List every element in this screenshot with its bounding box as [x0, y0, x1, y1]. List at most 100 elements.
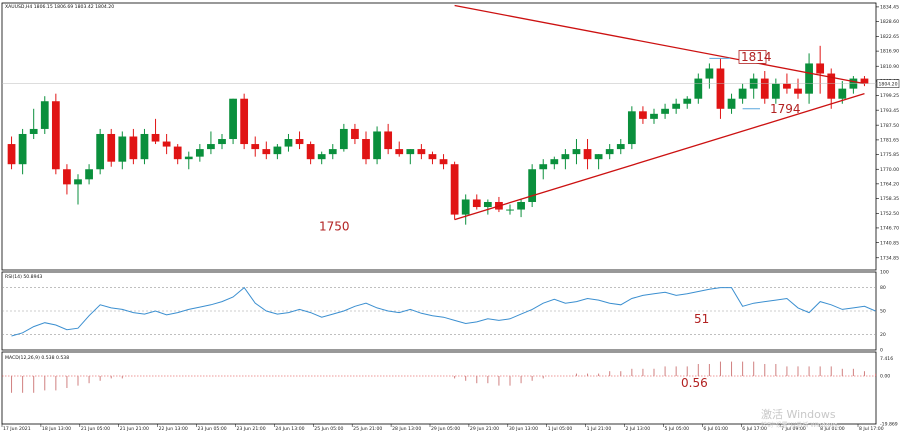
chart-header: XAUUSD,H4 1806.15 1806.69 1803.42 1804.2… [5, 4, 114, 10]
candle-body [107, 133, 116, 162]
candle-body [184, 156, 193, 160]
candle-body [218, 139, 226, 145]
candle-body [151, 133, 160, 142]
candle-body [18, 133, 27, 165]
candle-body [85, 169, 93, 180]
watermark-line-1: 激活 Windows [761, 407, 836, 421]
candle-body [616, 144, 625, 150]
candle-body [483, 201, 492, 208]
candle-body [550, 159, 559, 165]
price-tick-label: 1734.85 [880, 255, 899, 261]
candle-body [229, 98, 237, 140]
price-tick-label: 1799.25 [880, 93, 899, 99]
time-tick-label: 6 Jul 01:00 [703, 426, 728, 432]
candle-body [317, 154, 326, 160]
low-label: 1750 [319, 220, 350, 234]
candle-body [672, 103, 681, 109]
candle-body [705, 68, 714, 79]
rsi-tick-label: 100 [880, 270, 889, 276]
candle-body [339, 128, 348, 150]
rsi-panel[interactable]: 100 80 50 20 0 51 [1, 270, 889, 354]
candle-body [805, 63, 813, 94]
candle-body [506, 209, 514, 211]
price-tick-label: 1752.50 [880, 211, 899, 217]
candle-body [395, 149, 404, 155]
candle-body [816, 63, 825, 74]
candle-body [384, 131, 393, 150]
candle-body [683, 98, 692, 104]
candle-body [195, 149, 204, 157]
candle-body [328, 149, 337, 155]
price-tick-label: 1822.65 [880, 34, 899, 40]
candle-body [639, 111, 647, 119]
rsi-header: RSI(14) 50.8943 [5, 274, 42, 280]
candle-body [650, 113, 658, 119]
channel-lower-line [454, 93, 865, 221]
price-tick-label: 1746.70 [880, 226, 899, 232]
candle-body [694, 78, 703, 99]
candle-body [860, 78, 869, 84]
candle-body [373, 131, 381, 160]
candle-body [661, 108, 669, 114]
candle-body [262, 149, 271, 155]
candle-body [406, 149, 415, 155]
price-tick-label: 1770.00 [880, 167, 899, 173]
candle-body [472, 199, 481, 208]
time-tick-label: 23 Jun 21:00 [236, 426, 265, 432]
time-tick-label: 17 Jun 2021 [3, 426, 31, 432]
candle-body [517, 201, 525, 210]
price-tick-label: 1834.45 [880, 5, 899, 11]
time-tick-label: 1 Jul 05:00 [548, 426, 573, 432]
time-tick-label: 25 Jun 21:00 [353, 426, 382, 432]
macd-panel-frame [1, 351, 877, 425]
price-tick-label: 1781.65 [880, 138, 899, 144]
current-price-box [876, 79, 900, 88]
candle-body [727, 98, 736, 109]
candle-body [461, 199, 470, 215]
candle-body [51, 101, 60, 170]
time-tick-label: 6 Jul 17:00 [742, 426, 767, 432]
resistance-label: 1814 [741, 50, 772, 64]
current-price-label: 1804.20 [879, 81, 898, 87]
price-tick-label: 1775.85 [880, 152, 899, 158]
candle-body [594, 154, 603, 160]
rsi-tick-label: 80 [880, 285, 886, 291]
resistance-label-box [738, 50, 767, 64]
macd-header: MACD(12,26,9) 0.538 0.538 [5, 355, 69, 361]
candle-body [173, 146, 182, 160]
time-tick-label: 21 Jun 05:00 [81, 426, 110, 432]
candle-body [351, 128, 359, 140]
candle-body [794, 88, 802, 94]
price-panel[interactable]: 1834.451828.601822.651816.901810.901805.… [1, 2, 900, 271]
channel-upper-line [454, 4, 865, 85]
candle-body [40, 101, 49, 129]
time-tick-label: 30 Jun 13:00 [509, 426, 538, 432]
time-tick-label: 25 Jun 05:00 [314, 426, 343, 432]
time-tick-label: 8 Jul 01:00 [820, 426, 845, 432]
candle-body [838, 88, 847, 99]
support-label: 1794 [770, 102, 801, 116]
rsi-tick-label: 20 [880, 332, 886, 338]
candle-body [827, 73, 836, 99]
candle-body [561, 154, 570, 160]
time-tick-label: 28 Jun 13:00 [392, 426, 421, 432]
rsi-line [11, 286, 876, 337]
candle-body [572, 149, 581, 155]
time-tick-label: 5 Jul 05:00 [664, 426, 689, 432]
price-tick-label: 1828.60 [880, 19, 899, 25]
candle-body [539, 164, 548, 170]
price-tick-label: 1810.90 [880, 64, 899, 70]
macd-panel[interactable]: 7.416 0.00 -19.869 0.56 [1, 351, 898, 427]
candle-body [362, 139, 370, 160]
macd-value-label: 0.56 [681, 376, 708, 390]
time-tick-label: 8 Jul 17:00 [859, 426, 884, 432]
rsi-tick-label: 0 [880, 348, 883, 354]
time-tick-label: 1 Jul 21:00 [587, 426, 612, 432]
time-tick-label: 29 Jun 05:00 [431, 426, 460, 432]
watermark-line-2: 转到"设置"以激活 Windows。 [761, 421, 843, 429]
price-tick-label: 1740.85 [880, 240, 899, 246]
macd-tick-label: 7.416 [880, 356, 893, 362]
candle-body [428, 154, 437, 160]
